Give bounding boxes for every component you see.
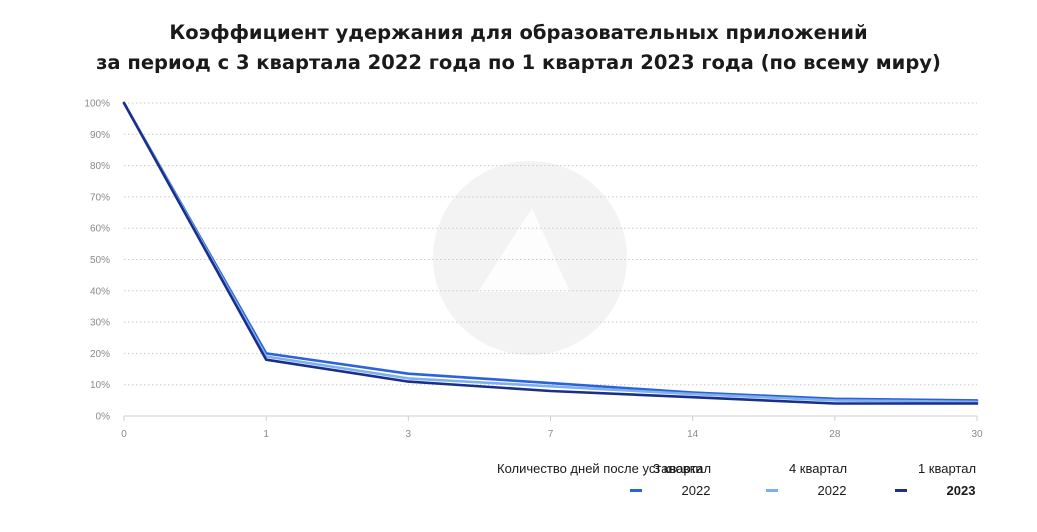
y-tick-label: 80% — [90, 161, 110, 172]
x-tick-label: 0 — [121, 429, 127, 440]
series-line-1 — [122, 101, 979, 402]
legend-label-line2: 2022 — [682, 483, 711, 498]
legend-label-line1: 4 квартал — [789, 461, 847, 476]
x-tick-label: 1 — [263, 429, 269, 440]
x-tick-label: 28 — [829, 429, 841, 440]
legend-label-line1: 1 квартал — [918, 461, 976, 476]
series-lines — [122, 101, 979, 405]
legend-swatch — [630, 489, 642, 492]
x-tick-label: 7 — [548, 429, 554, 440]
legend-swatch — [766, 489, 778, 492]
y-tick-label: 10% — [90, 380, 110, 391]
chart-title-line2: за период с 3 квартала 2022 года по 1 кв… — [96, 51, 941, 74]
x-axis-ticks: 0 1 3 7 14 28 30 — [121, 415, 983, 440]
y-tick-label: 50% — [90, 255, 110, 266]
y-axis-ticks: 0% 10% 20% 30% 40% 50% 60% 70% 80% 90% 100% — [84, 99, 110, 423]
y-tick-label: 70% — [90, 192, 110, 203]
series-line-3 — [122, 101, 979, 405]
x-axis-label: Количество дней после установки — [497, 461, 703, 476]
y-tick-label: 0% — [96, 412, 111, 423]
y-tick-label: 30% — [90, 318, 110, 329]
x-tick-label: 30 — [971, 429, 983, 440]
legend-swatch — [895, 489, 907, 492]
watermark-logo — [433, 161, 627, 355]
chart-title-line1: Коэффициент удержания для образовательны… — [169, 21, 868, 44]
y-tick-label: 20% — [90, 349, 110, 360]
x-tick-label: 14 — [687, 429, 699, 440]
legend-label-line2: 2022 — [818, 483, 847, 498]
y-tick-label: 100% — [84, 99, 110, 110]
series-line-2 — [122, 101, 979, 404]
legend: 3 квартал 2022 4 квартал 2022 1 квартал 2023 — [630, 461, 976, 498]
y-tick-label: 60% — [90, 224, 110, 235]
legend-label-line1: 3 квартал — [653, 461, 711, 476]
x-tick-label: 3 — [406, 429, 412, 440]
chart-title: Коэффициент удержания для образовательны… — [0, 18, 1037, 78]
legend-label-line2: 2023 — [947, 483, 976, 498]
y-tick-label: 90% — [90, 130, 110, 141]
y-tick-label: 40% — [90, 286, 110, 297]
